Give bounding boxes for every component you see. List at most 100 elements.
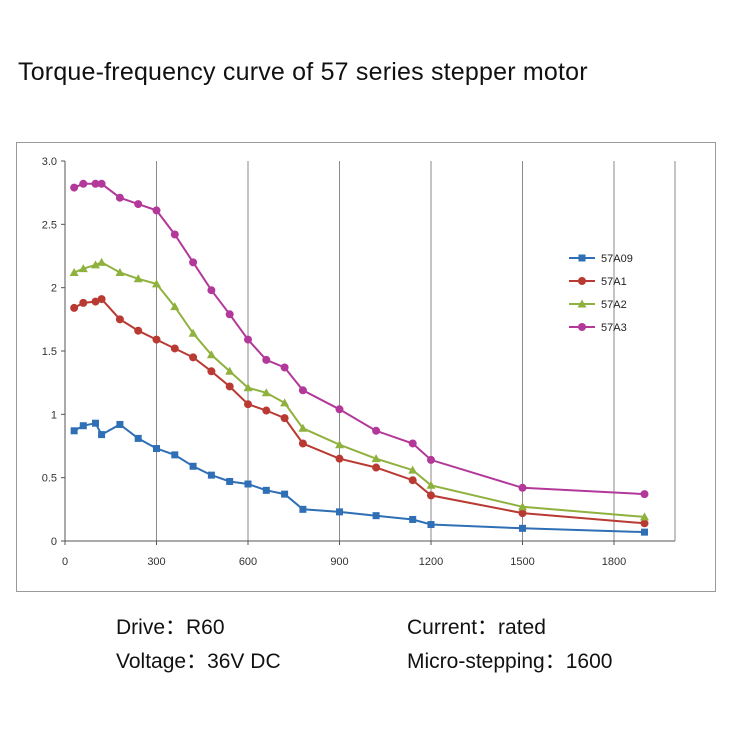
data-point-57a3: [79, 179, 88, 188]
data-point-57a2: [298, 423, 308, 432]
series-57a09: [70, 419, 648, 536]
data-point-57a09: [189, 462, 197, 470]
data-point-57a3: [189, 258, 198, 267]
data-point-57a1: [408, 476, 417, 485]
data-point-57a3: [170, 230, 179, 239]
data-point-57a1: [70, 303, 79, 312]
y-tick-label: 1: [51, 409, 57, 421]
series-57a2: [69, 257, 649, 521]
data-point-57a1: [262, 406, 271, 415]
data-point-57a2: [225, 366, 235, 375]
voltage-key: Voltage：: [116, 650, 208, 673]
data-point-57a09: [427, 521, 435, 529]
data-point-57a09: [116, 420, 124, 428]
data-point-57a3: [408, 439, 417, 448]
data-point-57a09: [262, 486, 270, 494]
legend-label-57a1: 57A1: [601, 276, 627, 288]
data-point-57a09: [171, 451, 179, 459]
legend-label-57a3: 57A3: [601, 322, 627, 334]
data-point-57a1: [225, 382, 234, 391]
data-point-57a09: [92, 419, 99, 427]
data-point-57a1: [244, 400, 252, 409]
data-point-57a3: [298, 386, 307, 395]
data-point-57a1: [207, 367, 216, 376]
data-point-57a3: [335, 405, 344, 414]
data-point-57a2: [371, 454, 381, 463]
chart-svg: 0 300 600 900 1200 1500 1800 0 0.5 1 1.5 2 2.5 3.0 57…: [42, 156, 676, 568]
data-point-57a1: [170, 344, 179, 353]
data-point-57a3: [280, 363, 289, 372]
series-layer: [69, 179, 649, 536]
data-point-57a09: [134, 434, 142, 442]
data-point-57a09: [207, 471, 215, 479]
data-point-57a2: [69, 267, 79, 276]
data-point-57a09: [409, 515, 417, 523]
micro-key: Micro-stepping：: [407, 650, 566, 673]
data-point-57a2: [188, 328, 198, 337]
legend-layer: 57A09 57A1 57A2 57A3: [569, 253, 633, 334]
data-point-57a3: [134, 200, 143, 209]
y-tick-label: 0.5: [42, 473, 57, 485]
data-point-57a09: [226, 477, 234, 485]
data-point-57a09: [281, 490, 289, 498]
x-tick-label: 600: [239, 556, 257, 568]
y-tick-label: 0: [51, 536, 57, 548]
drive-key: Drive：: [116, 616, 187, 639]
data-point-57a2: [426, 480, 436, 489]
current-value: rated: [498, 616, 546, 639]
data-point-57a2: [243, 383, 253, 392]
legend-marker-57a2: [577, 299, 587, 308]
legend-marker-57a3: [578, 323, 586, 331]
current-key: Current：: [407, 616, 499, 639]
data-point-57a1: [518, 509, 527, 518]
current-caption: Current：rated: [407, 611, 546, 641]
x-tick-label: 300: [147, 556, 165, 568]
data-point-57a2: [133, 274, 143, 283]
data-point-57a3: [244, 335, 252, 344]
data-point-57a09: [519, 524, 526, 532]
micro-value: 1600: [565, 650, 613, 673]
data-point-57a2: [640, 512, 649, 521]
data-point-57a2: [261, 388, 271, 397]
x-tick-label: 900: [330, 556, 348, 568]
data-point-57a3: [427, 455, 435, 464]
data-point-57a1: [298, 439, 307, 448]
data-point-57a3: [225, 310, 234, 319]
data-point-57a2: [97, 257, 107, 266]
data-point-57a2: [78, 264, 88, 273]
data-point-57a3: [115, 193, 124, 202]
data-point-57a09: [372, 512, 380, 520]
data-point-57a2: [335, 440, 344, 449]
data-point-57a2: [206, 350, 216, 359]
series-57a1: [70, 295, 649, 528]
data-point-57a2: [408, 465, 418, 474]
data-point-57a3: [70, 183, 79, 192]
drive-value: R60: [186, 616, 225, 639]
x-tick-label: 1200: [419, 556, 443, 568]
data-point-57a3: [207, 286, 216, 295]
data-point-57a3: [97, 179, 106, 188]
data-point-57a09: [98, 431, 106, 439]
grid-layer: [156, 161, 676, 541]
data-point-57a09: [336, 508, 343, 516]
legend-label-57a2: 57A2: [601, 299, 627, 311]
data-point-57a1: [91, 297, 100, 306]
x-tick-label: 1500: [510, 556, 534, 568]
data-point-57a1: [640, 519, 649, 528]
axis-layer: 0 300 600 900 1200 1500 1800 0 0.5 1 1.5 2 2.5 3.0: [42, 156, 675, 568]
data-point-57a2: [91, 260, 100, 269]
data-point-57a1: [189, 353, 198, 362]
legend-label-57a09: 57A09: [601, 253, 633, 265]
data-point-57a3: [91, 179, 100, 188]
data-point-57a2: [170, 302, 180, 311]
voltage-value: 36V DC: [207, 650, 281, 673]
data-point-57a1: [372, 463, 381, 472]
data-point-57a3: [518, 483, 527, 492]
y-tick-label: 1.5: [42, 346, 57, 358]
data-point-57a09: [70, 427, 78, 435]
micro-caption: Micro-stepping：1600: [407, 645, 612, 675]
y-tick-label: 2: [51, 283, 57, 295]
data-point-57a1: [97, 295, 106, 304]
data-point-57a1: [335, 454, 344, 463]
x-tick-label: 0: [62, 556, 68, 568]
